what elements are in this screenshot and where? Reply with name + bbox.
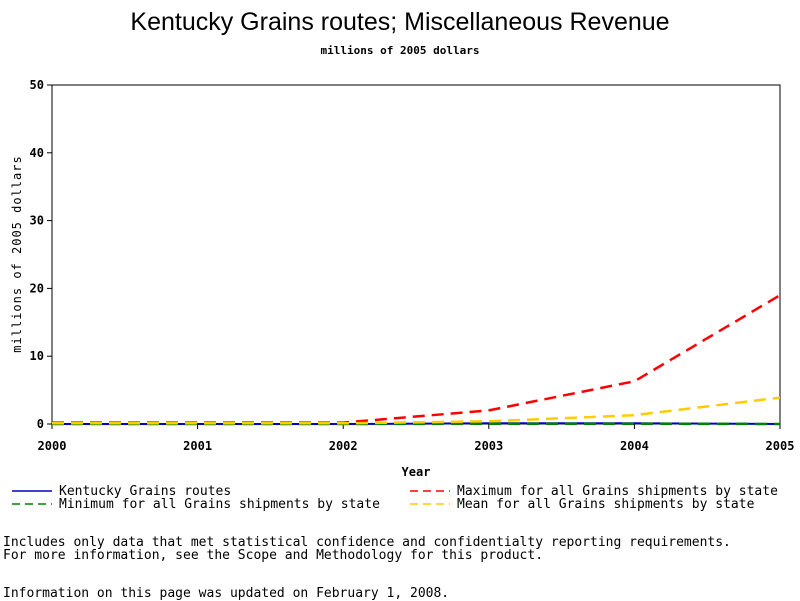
y-tick-label: 20 — [30, 281, 44, 295]
x-tick-label: 2001 — [183, 439, 212, 453]
x-tick-label: 2005 — [766, 439, 795, 453]
series-line-3 — [52, 295, 780, 422]
y-tick-label: 0 — [37, 417, 44, 431]
note-methodology: For more information, see the Scope and … — [3, 549, 543, 563]
series-lines — [52, 295, 780, 424]
x-tick-label: 2000 — [38, 439, 67, 453]
y-axis: 0 10 20 30 40 50 — [30, 78, 52, 431]
y-tick-label: 50 — [30, 78, 44, 92]
legend-label: Minimum for all Grains shipments by stat… — [59, 497, 380, 512]
y-tick-label: 40 — [30, 146, 44, 160]
legend-label: Mean for all Grains shipments by state — [457, 497, 755, 512]
x-axis: 2000 2001 2002 2003 2004 2005 — [38, 424, 795, 453]
series-line-4 — [52, 398, 780, 424]
y-axis-label: millions of 2005 dollars — [10, 155, 24, 352]
x-axis-label: Year — [402, 465, 431, 479]
y-tick-label: 10 — [30, 349, 44, 363]
x-tick-label: 2003 — [474, 439, 503, 453]
y-tick-label: 30 — [30, 214, 44, 228]
chart-subtitle: millions of 2005 dollars — [321, 44, 480, 57]
plot-frame — [52, 85, 780, 424]
note-updated: Information on this page was updated on … — [3, 587, 449, 601]
x-tick-label: 2004 — [620, 439, 649, 453]
chart-title: Kentucky Grains routes; Miscellaneous Re… — [130, 8, 669, 36]
x-tick-label: 2002 — [329, 439, 358, 453]
